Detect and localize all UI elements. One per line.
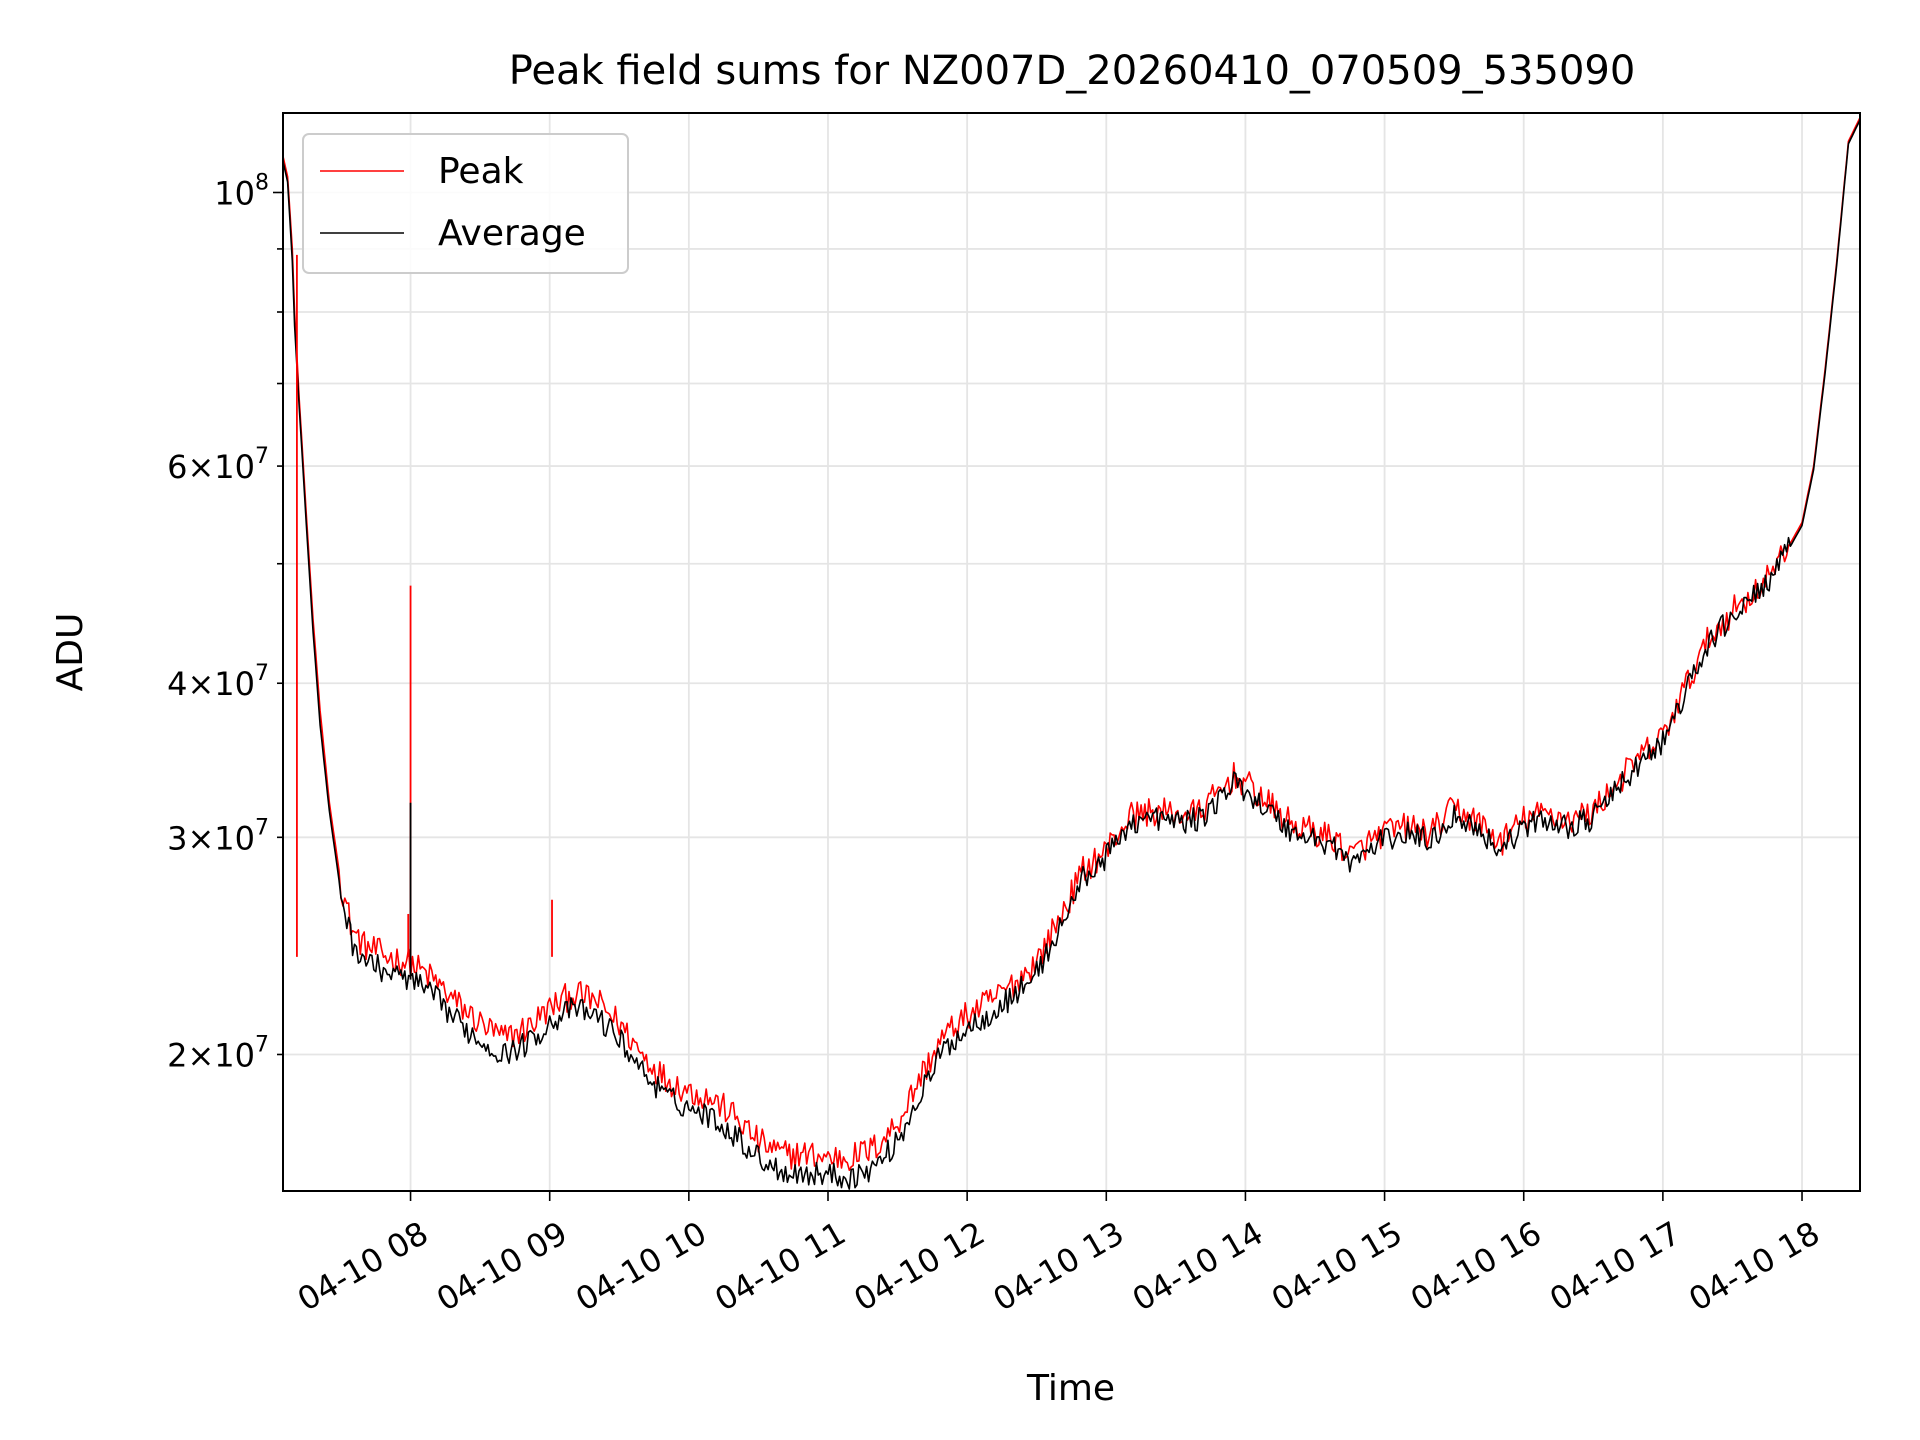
y-tick-label: 2×107 xyxy=(167,1032,269,1074)
x-tick-label: 04-10 18 xyxy=(1682,1214,1826,1319)
x-tick-label: 04-10 08 xyxy=(291,1214,435,1319)
x-tick-label: 04-10 09 xyxy=(430,1214,574,1319)
y-tick-label: 4×107 xyxy=(167,661,269,703)
series-line-peak xyxy=(283,117,1860,1171)
x-tick-label: 04-10 15 xyxy=(1265,1214,1409,1319)
x-tick-label: 04-10 11 xyxy=(708,1214,852,1319)
y-axis-ticks: 108 2×107 3×107 4×107 6×107 xyxy=(167,170,283,1074)
x-tick-label: 04-10 13 xyxy=(987,1214,1131,1319)
legend-label-average: Average xyxy=(438,213,586,254)
y-tick-label: 6×107 xyxy=(167,444,269,486)
plot-area-frame xyxy=(282,112,1861,1192)
series-group xyxy=(283,117,1860,1190)
legend: Peak Average xyxy=(302,133,629,274)
y-axis-label: ADU xyxy=(50,613,91,692)
x-tick-label: 04-10 10 xyxy=(569,1214,713,1319)
y-tick-label: 108 xyxy=(214,170,269,212)
legend-label-peak: Peak xyxy=(438,151,524,192)
legend-box xyxy=(302,133,629,274)
x-tick-label: 04-10 14 xyxy=(1126,1214,1270,1319)
x-tick-label: 04-10 16 xyxy=(1404,1214,1548,1319)
x-axis-label: Time xyxy=(1026,1368,1115,1409)
grid xyxy=(283,113,1860,1191)
x-tick-label: 04-10 17 xyxy=(1543,1214,1687,1319)
x-tick-label: 04-10 12 xyxy=(848,1214,992,1319)
y-tick-label: 3×107 xyxy=(167,815,269,857)
series-line-average xyxy=(283,119,1860,1190)
chart-title: Peak field sums for NZ007D_20260410_0705… xyxy=(509,48,1636,94)
